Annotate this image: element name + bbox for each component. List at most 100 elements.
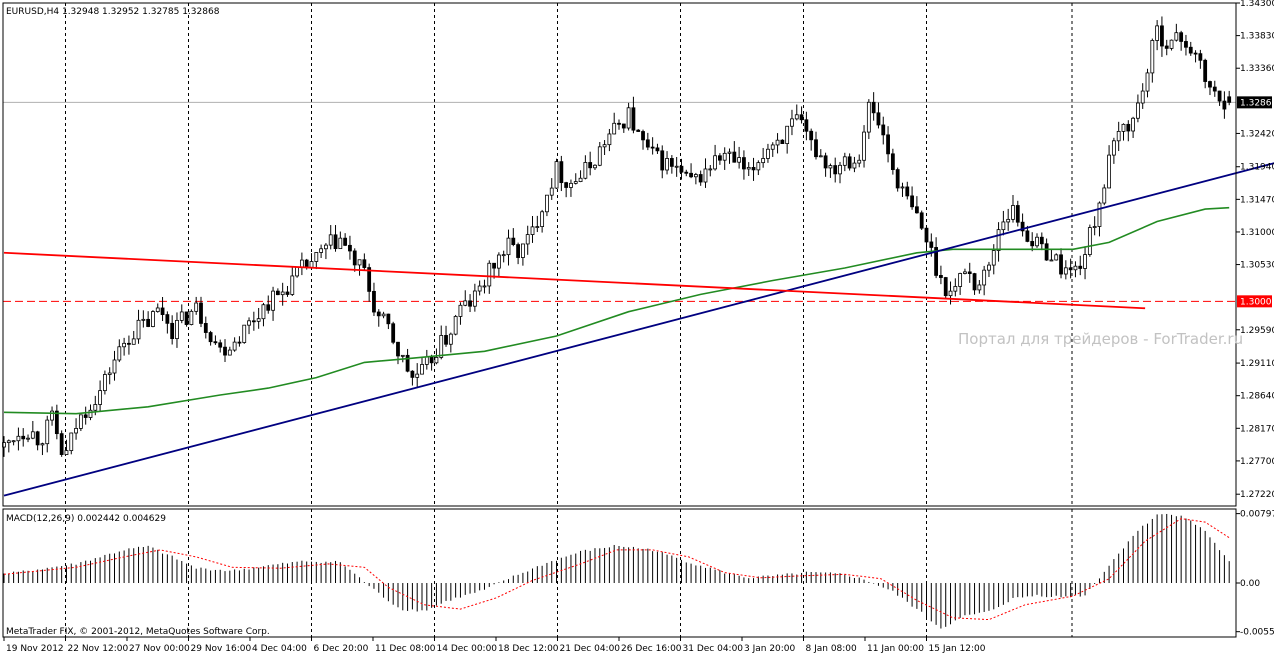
candle-body <box>1150 40 1155 74</box>
candle-body <box>21 435 26 440</box>
candle-body <box>492 262 496 269</box>
candle-body <box>213 341 218 344</box>
uptrend-line[interactable] <box>3 93 1274 497</box>
candle-body <box>1136 102 1140 119</box>
candle-body <box>444 335 448 345</box>
candle-body <box>93 404 98 411</box>
candle-body <box>203 323 208 333</box>
candle-body <box>780 139 785 145</box>
candle-body <box>59 433 64 455</box>
candle-body <box>1145 72 1150 92</box>
candle-body <box>424 356 429 365</box>
candle-body <box>842 156 847 166</box>
candle-body <box>1107 154 1111 189</box>
candle-body <box>501 254 506 257</box>
candle-body <box>919 212 924 229</box>
candle-body <box>410 370 415 378</box>
candle-body <box>713 155 717 170</box>
candle-body <box>1011 205 1015 220</box>
candle-body <box>982 269 987 286</box>
candle-body <box>1063 267 1068 275</box>
candle-body <box>761 158 766 164</box>
candle-body <box>83 414 88 418</box>
y-tick-label: 1.31000 <box>1240 228 1274 238</box>
x-tick-label: 18 Dec 12:00 <box>498 644 559 654</box>
candle-body <box>487 262 492 287</box>
candle-body <box>328 234 333 246</box>
candle-body <box>463 300 468 306</box>
current-price-tag-bg <box>1237 96 1272 109</box>
candle-body <box>751 167 756 171</box>
candle-body <box>295 266 299 277</box>
candle-series <box>2 16 1232 457</box>
y-tick-label: 1.31940 <box>1240 163 1274 173</box>
candle-body <box>1030 241 1035 247</box>
candle-body <box>958 273 963 287</box>
candle-body <box>160 307 165 315</box>
candle-body <box>578 177 583 182</box>
candle-body <box>516 244 521 258</box>
y-tick-label: 1.29110 <box>1240 359 1274 369</box>
candle-body <box>1059 254 1063 275</box>
candle-body <box>569 182 573 188</box>
candle-body <box>1006 218 1011 223</box>
candle-body <box>1116 130 1121 142</box>
candle-body <box>1126 123 1131 132</box>
price-axis: 1.34300 1.33830 1.33360 1.32420 1.31940 1.314… <box>1236 0 1274 638</box>
candle-body <box>588 162 593 169</box>
candle-body <box>26 437 30 440</box>
y-tick-label: 1.32420 <box>1240 129 1274 139</box>
y-tick-label: 1.31470 <box>1240 195 1274 205</box>
candle-body <box>1222 100 1227 110</box>
candle-body <box>112 359 117 374</box>
candle-body <box>1208 81 1212 88</box>
candle-body <box>540 211 545 227</box>
candle-body <box>448 333 453 345</box>
candle-body <box>386 313 391 325</box>
candle-body <box>1174 32 1179 41</box>
candle-body <box>530 226 535 235</box>
candle-body <box>511 237 516 245</box>
candle-body <box>862 131 866 161</box>
candle-body <box>199 302 203 324</box>
candle-body <box>352 250 357 266</box>
candle-body <box>1160 25 1164 47</box>
candle-body <box>88 409 93 418</box>
candle-body <box>333 234 338 250</box>
macd-series <box>3 513 1230 629</box>
current-price-tag: 1.32868 <box>1240 98 1274 108</box>
candle-body <box>477 285 482 292</box>
candle-body <box>895 169 900 189</box>
candle-body <box>343 237 348 246</box>
candle-body <box>943 277 948 297</box>
candle-body <box>98 390 102 405</box>
candle-body <box>785 125 790 145</box>
y-tick-label: 1.33360 <box>1240 64 1274 74</box>
candle-body <box>1217 90 1222 102</box>
price-tags: 1.32868 1.30000 <box>1237 96 1274 308</box>
candle-body <box>881 124 886 136</box>
candle-body <box>11 440 16 443</box>
candle-body <box>1073 265 1078 271</box>
candle-body <box>242 324 247 343</box>
candle-body <box>987 264 991 271</box>
vertical-grid <box>65 3 1073 637</box>
candle-body <box>1164 45 1169 49</box>
resistance-line[interactable] <box>3 251 1146 310</box>
candle-body <box>367 267 372 292</box>
candle-body <box>703 168 708 183</box>
candle-body <box>107 372 112 375</box>
candle-body <box>1111 140 1116 156</box>
x-tick-label: 22 Nov 12:00 <box>68 644 129 654</box>
macd-signal-line <box>3 518 1230 621</box>
candle-body <box>573 181 578 184</box>
candle-body <box>1092 226 1097 228</box>
candle-body <box>1044 243 1049 261</box>
candle-body <box>266 304 271 311</box>
x-tick-label: 11 Jan 00:00 <box>867 644 924 654</box>
candle-body <box>934 247 939 276</box>
x-tick-label: 29 Nov 16:00 <box>191 644 252 654</box>
candle-body <box>631 107 636 131</box>
